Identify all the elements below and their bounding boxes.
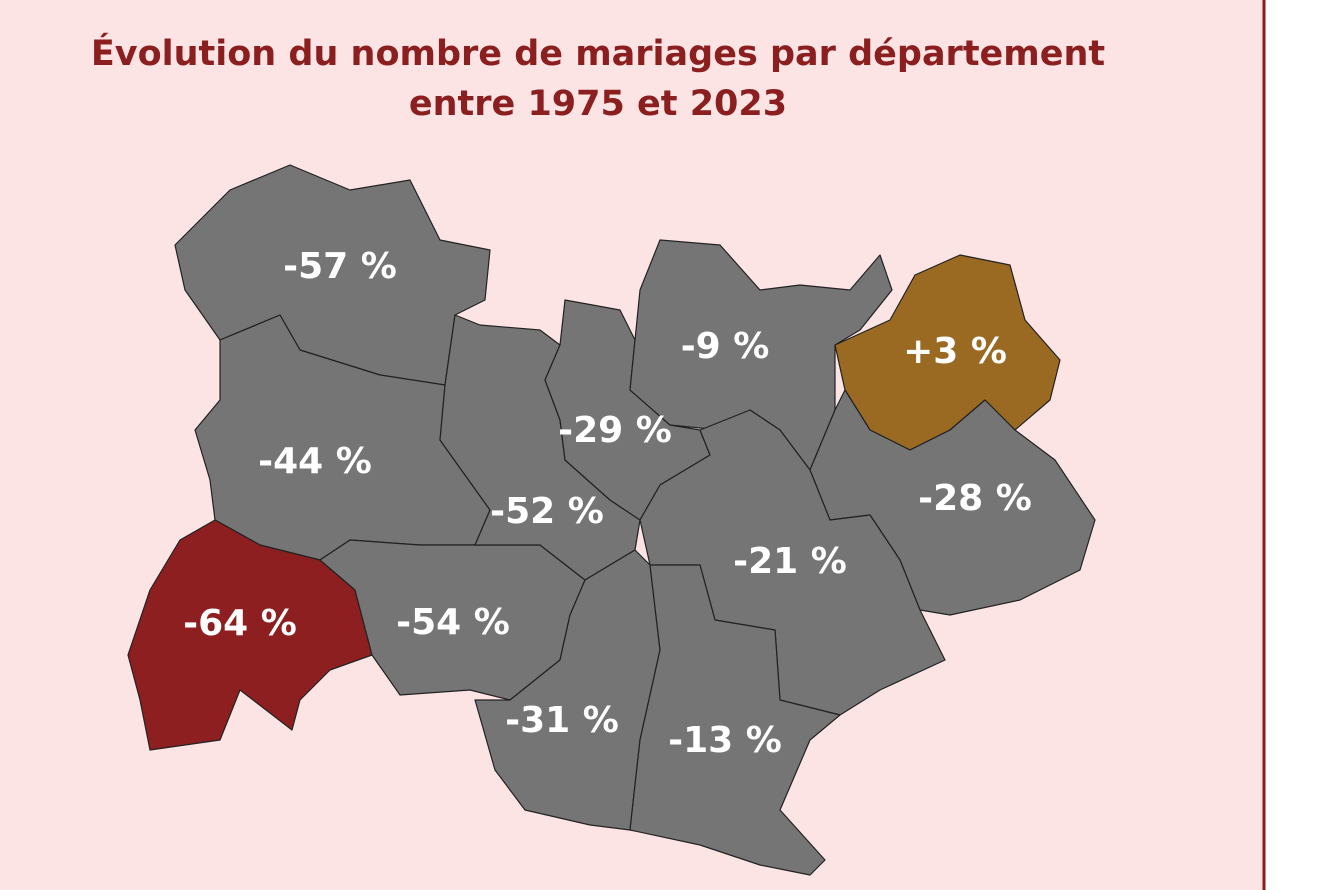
region-label: -64 % xyxy=(183,603,297,644)
title-line: Évolution du nombre de mariages par dépa… xyxy=(91,32,1105,74)
region xyxy=(127,519,373,751)
region-label: -28 % xyxy=(918,478,1032,519)
region xyxy=(639,409,946,716)
region-label: -54 % xyxy=(396,602,510,643)
region-label: +3 % xyxy=(903,331,1007,372)
region-label: -21 % xyxy=(733,541,847,582)
region-label: -52 % xyxy=(490,491,604,532)
region-label: -13 % xyxy=(668,720,782,761)
region-label: -57 % xyxy=(283,246,397,287)
region-label: -29 % xyxy=(558,410,672,451)
title-line: entre 1975 et 2023 xyxy=(409,84,787,124)
region-label: -9 % xyxy=(681,326,770,367)
regions: -57 % -44 % -64 % -54 % -52 % -29 % -9 % +3 % -2… xyxy=(127,164,1096,876)
region-label: -31 % xyxy=(505,700,619,741)
region-label: -44 % xyxy=(258,441,372,482)
region xyxy=(629,564,841,876)
